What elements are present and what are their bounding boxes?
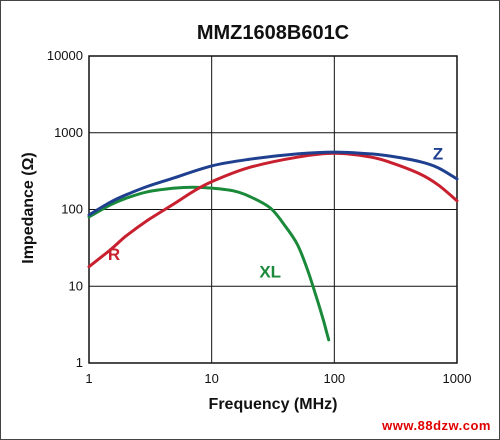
x-tick-label: 1000 — [443, 371, 472, 386]
series-line-z — [87, 150, 459, 217]
x-axis-label: Frequency (MHz) — [209, 396, 338, 413]
y-axis-label: Impedance (Ω) — [20, 152, 37, 264]
series-line-r — [87, 151, 459, 269]
y-tick-label: 10000 — [47, 48, 83, 63]
series-label-z: Z — [433, 144, 443, 163]
x-tick-label: 10 — [204, 371, 218, 386]
watermark: www.88dzw.com — [382, 418, 491, 433]
y-tick-label: 10 — [69, 278, 83, 293]
plot-area: 1 10 100 1000 10000 1000 100 10 1 Z R XL — [47, 48, 472, 386]
y-tick-label: 1000 — [54, 125, 83, 140]
chart-title: MMZ1608B601C — [197, 22, 349, 44]
plot-border — [88, 55, 458, 364]
series-label-xl: XL — [259, 263, 281, 282]
series-line-xl — [87, 185, 331, 342]
x-tick-label: 100 — [323, 371, 345, 386]
y-tick-label: 1 — [76, 355, 83, 370]
series-label-r: R — [108, 245, 120, 264]
x-tick-label: 1 — [85, 371, 92, 386]
y-tick-label: 100 — [61, 202, 83, 217]
